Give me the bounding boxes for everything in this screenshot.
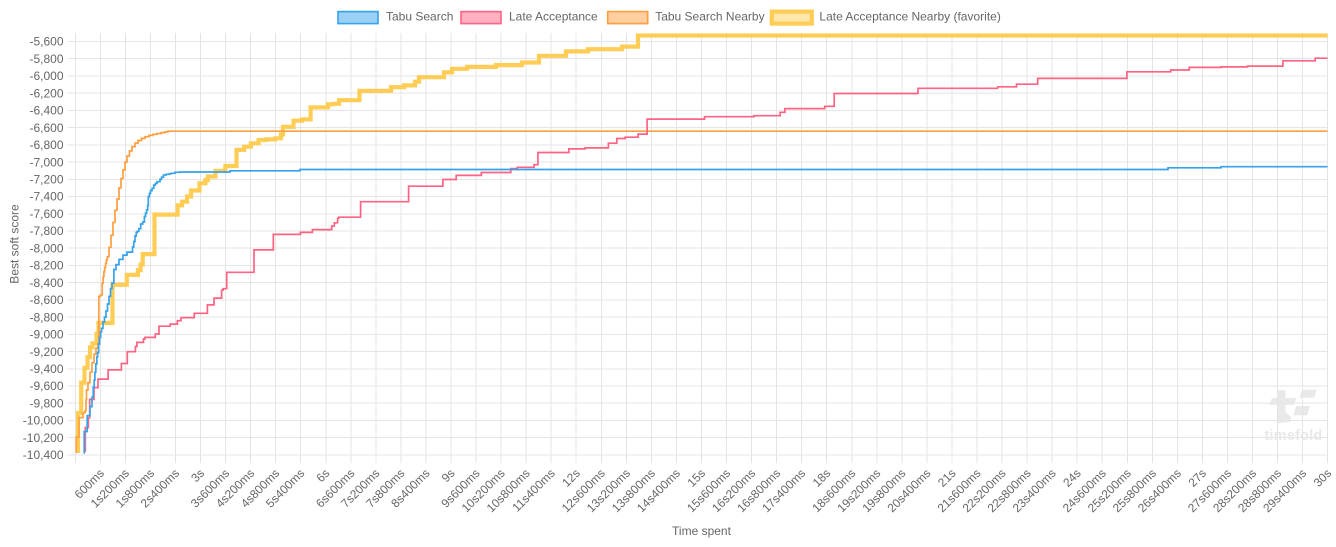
svg-text:-10,000: -10,000 — [23, 414, 64, 428]
svg-text:-7,800: -7,800 — [29, 224, 63, 238]
svg-text:-8,600: -8,600 — [29, 293, 63, 307]
svg-text:-7,600: -7,600 — [29, 207, 63, 221]
svg-text:-10,200: -10,200 — [23, 431, 64, 445]
svg-text:-9,800: -9,800 — [29, 396, 63, 410]
svg-text:-9,000: -9,000 — [29, 328, 63, 342]
svg-text:Late Acceptance Nearby (favori: Late Acceptance Nearby (favorite) — [819, 10, 1000, 24]
svg-text:-8,400: -8,400 — [29, 276, 63, 290]
svg-text:-7,200: -7,200 — [29, 173, 63, 187]
svg-text:-6,400: -6,400 — [29, 104, 63, 118]
svg-text:-7,400: -7,400 — [29, 190, 63, 204]
svg-text:-6,800: -6,800 — [29, 138, 63, 152]
svg-text:Best soft score: Best soft score — [8, 204, 22, 284]
svg-text:-5,600: -5,600 — [29, 35, 63, 49]
svg-text:-8,800: -8,800 — [29, 310, 63, 324]
svg-text:-9,400: -9,400 — [29, 362, 63, 376]
svg-text:-6,600: -6,600 — [29, 121, 63, 135]
svg-text:Tabu Search: Tabu Search — [386, 10, 453, 24]
svg-text:-8,000: -8,000 — [29, 241, 63, 255]
svg-text:-6,200: -6,200 — [29, 86, 63, 100]
svg-text:-6,000: -6,000 — [29, 69, 63, 83]
svg-text:Time spent: Time spent — [672, 524, 732, 538]
svg-text:-9,600: -9,600 — [29, 379, 63, 393]
svg-text:-5,800: -5,800 — [29, 52, 63, 66]
svg-text:Late Acceptance: Late Acceptance — [509, 10, 598, 24]
svg-text:timefold: timefold — [1265, 428, 1323, 444]
svg-text:-9,200: -9,200 — [29, 345, 63, 359]
svg-text:-10,400: -10,400 — [23, 448, 64, 462]
svg-text:-8,200: -8,200 — [29, 259, 63, 273]
svg-text:-7,000: -7,000 — [29, 155, 63, 169]
svg-text:Tabu Search Nearby: Tabu Search Nearby — [655, 10, 764, 24]
